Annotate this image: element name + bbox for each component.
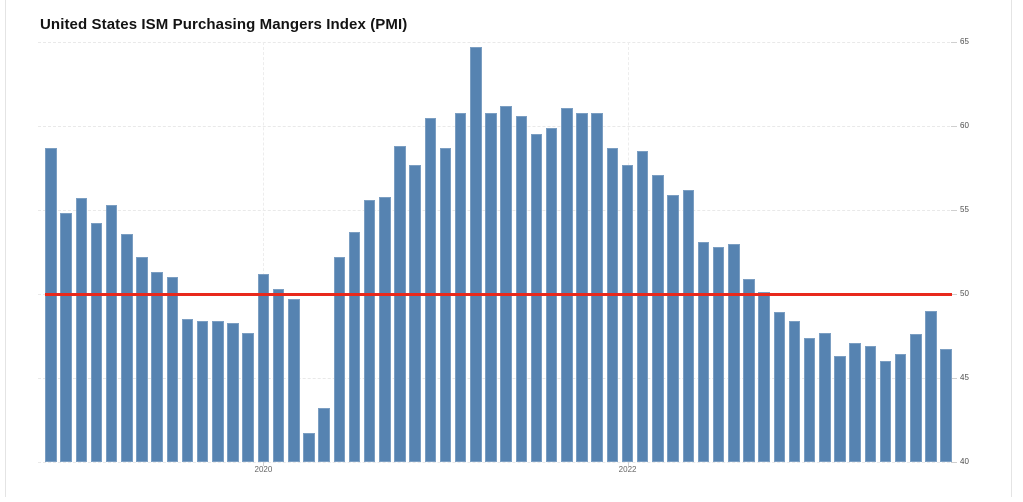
pmi-bar[interactable] (530, 134, 543, 462)
pmi-bar[interactable] (257, 273, 270, 462)
y-axis-tick (951, 462, 957, 463)
pmi-bar[interactable] (363, 199, 376, 462)
card-border-left (5, 0, 6, 497)
x-axis-tick-label: 2020 (254, 465, 273, 474)
pmi-bar[interactable] (60, 213, 72, 462)
pmi-bar[interactable] (485, 112, 497, 462)
pmi-bar[interactable] (409, 164, 421, 462)
pmi-bar[interactable] (500, 105, 512, 462)
pmi-bar[interactable] (743, 278, 755, 462)
pmi-bar[interactable] (151, 272, 163, 462)
y-axis-tick (951, 210, 957, 211)
y-axis-tick (951, 378, 957, 379)
pmi-bar[interactable] (864, 346, 877, 462)
pmi-bar[interactable] (333, 257, 346, 462)
pmi-bar[interactable] (667, 194, 679, 462)
pmi-bar[interactable] (470, 47, 482, 462)
pmi-bar[interactable] (606, 147, 619, 462)
y-axis-tick-label: 60 (960, 121, 969, 130)
pmi-bar[interactable] (439, 147, 452, 462)
pmi-bar[interactable] (561, 107, 573, 462)
y-axis-tick-label: 65 (960, 37, 969, 46)
pmi-bar[interactable] (576, 112, 588, 462)
pmi-bar[interactable] (196, 320, 209, 462)
pmi-bar[interactable] (227, 322, 239, 462)
pmi-bar[interactable] (318, 408, 330, 462)
pmi-bar[interactable] (242, 332, 254, 462)
pmi-bar[interactable] (303, 433, 315, 462)
pmi-bar[interactable] (454, 112, 467, 462)
pmi-bar[interactable] (272, 288, 285, 462)
pmi-bar[interactable] (90, 223, 103, 462)
y-axis-tick-label: 45 (960, 373, 969, 382)
pmi-bar[interactable] (621, 164, 634, 462)
pmi-bar[interactable] (834, 356, 846, 462)
pmi-bar[interactable] (212, 320, 224, 462)
y-gridline (38, 462, 955, 463)
pmi-bar[interactable] (728, 243, 740, 462)
pmi-bar[interactable] (105, 204, 118, 462)
pmi-bar[interactable] (424, 117, 437, 462)
pmi-bar[interactable] (773, 312, 786, 462)
pmi-bar[interactable] (515, 115, 528, 462)
pmi-bar[interactable] (591, 112, 603, 462)
pmi-bar[interactable] (136, 257, 148, 462)
pmi-bar[interactable] (712, 246, 725, 462)
pmi-bar[interactable] (940, 349, 952, 462)
y-axis-tick (951, 126, 957, 127)
pmi-bar[interactable] (925, 310, 937, 462)
year-gridline (263, 42, 265, 462)
pmi-bar[interactable] (803, 337, 816, 462)
pmi-bar[interactable] (181, 319, 194, 462)
pmi-bar[interactable] (879, 361, 892, 462)
pmi-bar[interactable] (652, 174, 664, 462)
y-axis-tick (951, 294, 957, 295)
pmi-bar[interactable] (45, 147, 57, 462)
pmi-bar[interactable] (910, 334, 922, 462)
pmi-bar[interactable] (394, 146, 406, 462)
pmi-bar[interactable] (894, 354, 907, 462)
pmi-bar[interactable] (697, 241, 710, 462)
pmi-bar[interactable] (682, 189, 694, 462)
reference-line-50 (45, 292, 952, 296)
pmi-bar[interactable] (758, 292, 770, 462)
pmi-bar[interactable] (348, 231, 361, 462)
y-axis-tick (951, 42, 957, 43)
chart-title: United States ISM Purchasing Mangers Ind… (40, 16, 408, 33)
pmi-bar[interactable] (288, 299, 300, 462)
card-border-right (1011, 0, 1012, 497)
x-axis-tick (627, 462, 629, 466)
pmi-bar[interactable] (849, 342, 861, 462)
pmi-bar[interactable] (166, 277, 179, 462)
y-axis-tick-label: 50 (960, 289, 969, 298)
pmi-bar[interactable] (121, 233, 133, 462)
pmi-bar[interactable] (819, 332, 831, 462)
x-axis-tick-label: 2022 (618, 465, 637, 474)
y-axis-tick-label: 55 (960, 205, 969, 214)
pmi-bar[interactable] (379, 196, 391, 462)
pmi-bar[interactable] (788, 320, 801, 462)
pmi-bar[interactable] (75, 198, 88, 462)
x-axis-tick (263, 462, 265, 466)
pmi-bar[interactable] (636, 151, 649, 462)
y-gridline (38, 42, 955, 43)
y-axis-tick-label: 40 (960, 457, 969, 466)
